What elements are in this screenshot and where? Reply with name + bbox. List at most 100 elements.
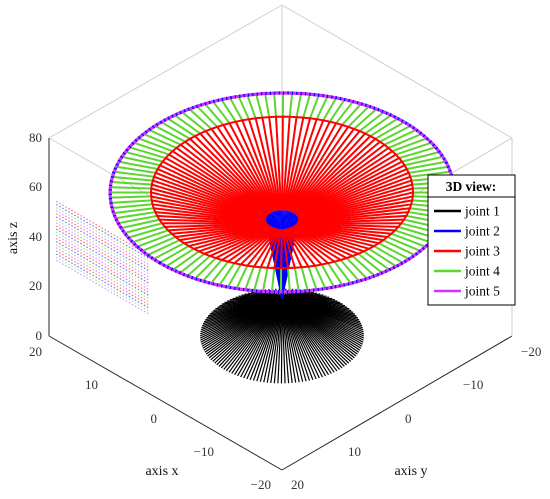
- line-joint-3: [175, 224, 269, 238]
- line-joint-4: [237, 95, 250, 120]
- line-joint-4: [120, 218, 160, 230]
- line-joint-3: [153, 175, 267, 219]
- box-edge: [48, 137, 283, 273]
- x-axis-line: [48, 335, 283, 471]
- line-joint-4: [113, 170, 155, 178]
- line-joint-3: [215, 226, 275, 259]
- line-joint-3: [188, 225, 271, 248]
- x-tick-label: −20: [251, 477, 271, 492]
- line-joint-3: [162, 160, 268, 217]
- line-joint-3: [189, 138, 272, 214]
- line-joint-3: [261, 117, 281, 211]
- trace-lines: [55, 200, 149, 315]
- line-joint-4: [220, 99, 237, 123]
- trace-line: [55, 244, 149, 299]
- line-joint-4: [210, 261, 229, 284]
- line-joint-3: [171, 223, 269, 235]
- line-joint-3: [216, 126, 275, 213]
- line-joint-4: [398, 146, 436, 159]
- line-joint-3: [294, 147, 390, 215]
- line-joint-4: [181, 111, 207, 132]
- line-joint-4: [235, 265, 249, 289]
- line-joint-3: [241, 119, 278, 212]
- trace-line: [55, 222, 149, 278]
- line-joint-3: [292, 225, 370, 250]
- z-tick-labels: 0 20 40 60 80: [29, 130, 42, 343]
- line-joint-3: [281, 116, 291, 211]
- line-joint-4: [408, 165, 449, 174]
- line-joint-3: [288, 124, 344, 212]
- line-joint-4: [315, 95, 329, 120]
- line-joint-5: [108, 91, 456, 294]
- y-tick-label: 20: [291, 477, 304, 492]
- line-joint-4: [212, 100, 231, 124]
- line-joint-3: [199, 132, 273, 213]
- line-joint-4: [391, 137, 428, 153]
- legend-label: joint 1: [464, 204, 500, 219]
- line-joint-4: [309, 94, 320, 119]
- line-joint-3: [228, 122, 277, 212]
- line-joint-4: [347, 105, 370, 128]
- line-joint-4: [302, 93, 311, 118]
- legend-label: joint 5: [464, 284, 500, 299]
- line-joint-4: [124, 222, 163, 234]
- line-joint-3: [194, 135, 272, 214]
- line-joint-3: [293, 225, 379, 245]
- line-joint-4: [174, 114, 201, 135]
- line-joint-3: [297, 175, 411, 219]
- line-joint-4: [357, 252, 383, 274]
- line-joint-3: [254, 118, 280, 211]
- line-joint-3: [151, 187, 266, 221]
- legend-title: 3D view:: [446, 179, 497, 194]
- line-joint-3: [284, 118, 312, 211]
- line-joint-4: [167, 117, 196, 137]
- line-joint-4: [116, 165, 156, 174]
- trace-line: [55, 216, 149, 271]
- z-axis-label: axis z: [6, 222, 21, 254]
- line-joint-4: [387, 236, 421, 252]
- line-joint-3: [184, 140, 271, 215]
- line-joint-3: [283, 228, 303, 268]
- line-joint-1: [220, 298, 283, 369]
- line-joint-3: [296, 157, 400, 217]
- trace-line: [55, 256, 149, 312]
- line-joint-4: [196, 105, 218, 128]
- line-joint-3: [280, 229, 283, 269]
- line-joint-3: [179, 224, 270, 242]
- line-joint-4: [110, 186, 152, 190]
- line-joint-3: [298, 195, 413, 222]
- line-joint-3: [246, 228, 279, 267]
- legend-label: joint 4: [464, 264, 500, 279]
- trace-line: [55, 200, 149, 256]
- line-joint-4: [322, 97, 338, 121]
- line-joint-4: [388, 133, 423, 149]
- line-joint-4: [394, 229, 431, 244]
- line-joint-3: [234, 121, 278, 212]
- line-joint-4: [314, 265, 327, 289]
- line-joint-3: [282, 116, 298, 211]
- line-joint-3: [296, 160, 403, 217]
- line-joint-4: [147, 239, 181, 256]
- trace-line: [55, 259, 149, 315]
- line-joint-4: [379, 124, 411, 143]
- line-joint-3: [150, 195, 266, 222]
- line-joint-3: [281, 229, 289, 269]
- y-axis-label: axis y: [394, 464, 427, 479]
- line-joint-4: [363, 250, 390, 271]
- x-tick-label: 0: [151, 411, 158, 426]
- line-joint-3: [285, 118, 318, 211]
- line-joint-3: [287, 122, 337, 212]
- line-joint-3: [222, 124, 276, 212]
- line-joint-3: [150, 191, 266, 221]
- line-joint-4: [111, 203, 153, 210]
- line-joint-4: [293, 267, 300, 292]
- line-joint-3: [298, 183, 413, 220]
- y-tick-label: −20: [521, 344, 541, 359]
- line-joint-3: [298, 191, 414, 221]
- trace-line: [55, 213, 149, 268]
- line-joint-4: [141, 236, 176, 252]
- line-joint-4: [229, 97, 244, 121]
- line-joint-3: [268, 116, 282, 211]
- line-joint-4: [111, 181, 152, 186]
